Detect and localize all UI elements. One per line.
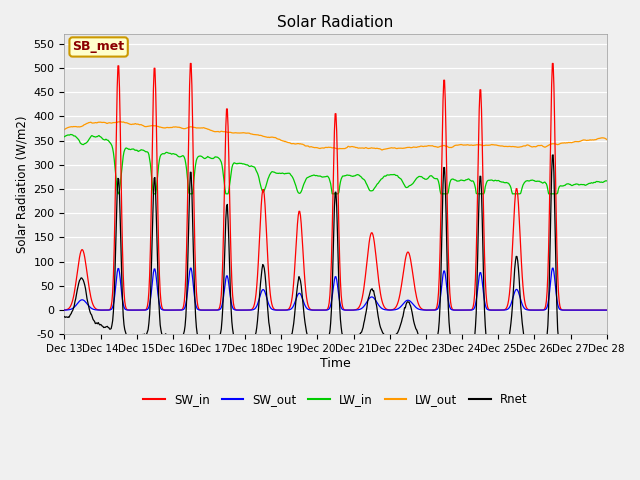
Rnet	[61, 314, 68, 320]
LW_in	[128, 146, 136, 152]
Rnet	[210, 334, 218, 339]
SW_in	[211, 307, 218, 313]
LW_out	[70, 124, 78, 130]
LW_in	[71, 133, 79, 139]
SW_out	[402, 298, 410, 304]
SW_out	[568, 307, 575, 313]
Line: LW_out: LW_out	[65, 121, 607, 150]
LW_in	[419, 175, 426, 180]
LW_in	[183, 167, 191, 172]
Rnet	[401, 305, 409, 311]
Legend: SW_in, SW_out, LW_in, LW_out, Rnet: SW_in, SW_out, LW_in, LW_out, Rnet	[139, 388, 532, 411]
SW_out	[211, 307, 218, 313]
SW_in	[603, 307, 611, 313]
Line: Rnet: Rnet	[65, 155, 607, 356]
Line: LW_in: LW_in	[65, 134, 607, 194]
Rnet	[70, 303, 78, 309]
LW_out	[378, 147, 386, 153]
SW_out	[418, 307, 426, 313]
Text: SB_met: SB_met	[72, 40, 125, 53]
Rnet	[181, 323, 189, 329]
LW_out	[403, 144, 411, 150]
SW_in	[568, 307, 575, 313]
SW_out	[603, 307, 611, 313]
LW_in	[67, 132, 74, 137]
LW_in	[403, 185, 411, 191]
Y-axis label: Solar Radiation (W/m2): Solar Radiation (W/m2)	[15, 115, 28, 253]
SW_out	[181, 304, 189, 310]
LW_out	[603, 137, 611, 143]
SW_out	[126, 307, 134, 313]
SW_in	[126, 307, 134, 313]
X-axis label: Time: Time	[320, 357, 351, 370]
LW_out	[127, 121, 134, 127]
LW_out	[61, 127, 68, 132]
LW_out	[182, 125, 189, 131]
Title: Solar Radiation: Solar Radiation	[277, 15, 394, 30]
Rnet	[126, 334, 134, 339]
SW_in	[61, 307, 68, 313]
LW_in	[603, 178, 611, 184]
SW_in	[188, 60, 195, 66]
Rnet	[581, 353, 589, 359]
LW_in	[61, 134, 68, 140]
Rnet	[603, 349, 611, 355]
SW_out	[188, 265, 195, 271]
LW_out	[211, 129, 218, 134]
Rnet	[549, 152, 557, 158]
Line: SW_in: SW_in	[65, 63, 607, 310]
LW_out	[116, 119, 124, 124]
LW_in	[211, 154, 219, 160]
LW_in	[115, 191, 122, 197]
SW_out	[61, 307, 68, 313]
Rnet	[417, 336, 425, 342]
SW_in	[70, 290, 78, 296]
SW_in	[418, 306, 426, 312]
LW_out	[419, 144, 426, 149]
SW_in	[402, 253, 410, 259]
SW_in	[181, 288, 189, 294]
Line: SW_out: SW_out	[65, 268, 607, 310]
SW_out	[70, 304, 78, 310]
